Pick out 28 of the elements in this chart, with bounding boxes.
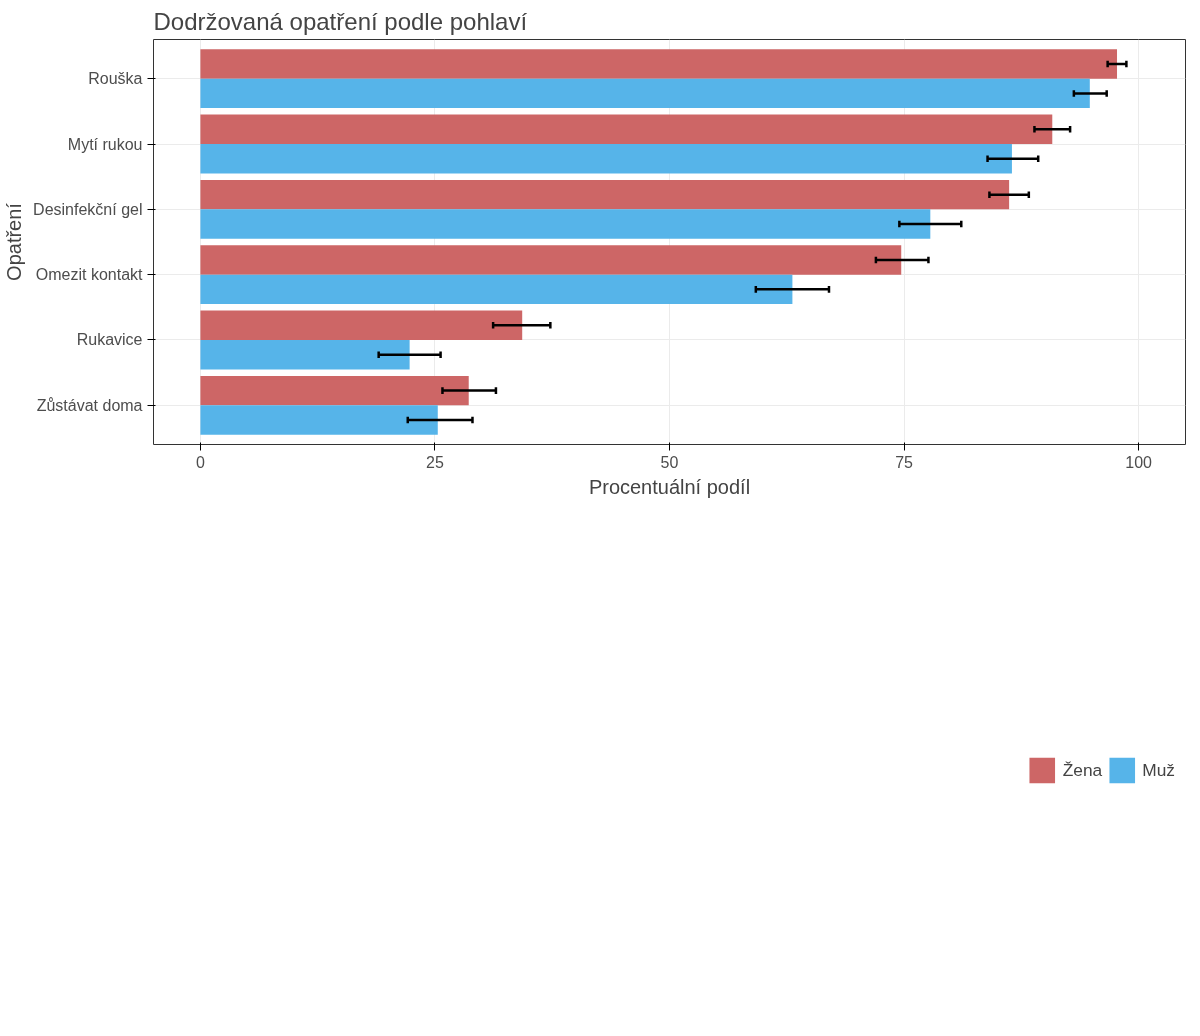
- y-tick-label: Rouška: [88, 70, 143, 88]
- bar: [200, 78, 1090, 109]
- y-tick-label: Desinfekční gel: [33, 200, 143, 218]
- bar: [200, 49, 1118, 79]
- bar: [200, 405, 438, 435]
- bar: [200, 339, 410, 370]
- bar: [200, 245, 902, 275]
- y-tick-label: Rukavice: [76, 331, 143, 349]
- y-tick-label: Mytí rukou: [67, 135, 143, 153]
- x-tick-label: 100: [1125, 453, 1153, 471]
- bar: [200, 179, 1010, 210]
- x-tick-label: 50: [660, 453, 679, 471]
- x-tick-label: 0: [195, 453, 205, 471]
- chart-title: Dodržovaná opatření podle pohlaví: [153, 7, 528, 35]
- x-tick-label: 75: [895, 453, 914, 471]
- bar: [200, 274, 793, 305]
- x-tick-label: 25: [426, 453, 444, 471]
- y-tick-label: Omezit kontakt: [35, 266, 144, 284]
- bar: [200, 310, 523, 340]
- legend-label: Žena: [1062, 759, 1103, 781]
- y-tick-label: Zůstávat doma: [36, 396, 143, 414]
- bar: [200, 114, 1053, 145]
- bar: [200, 209, 931, 239]
- bar: [200, 144, 1012, 174]
- bar: [200, 375, 469, 406]
- legend-label: Muž: [1142, 759, 1175, 781]
- x-axis-title: Procentuální podíl: [588, 475, 751, 498]
- y-axis-title: Opatření: [3, 202, 26, 281]
